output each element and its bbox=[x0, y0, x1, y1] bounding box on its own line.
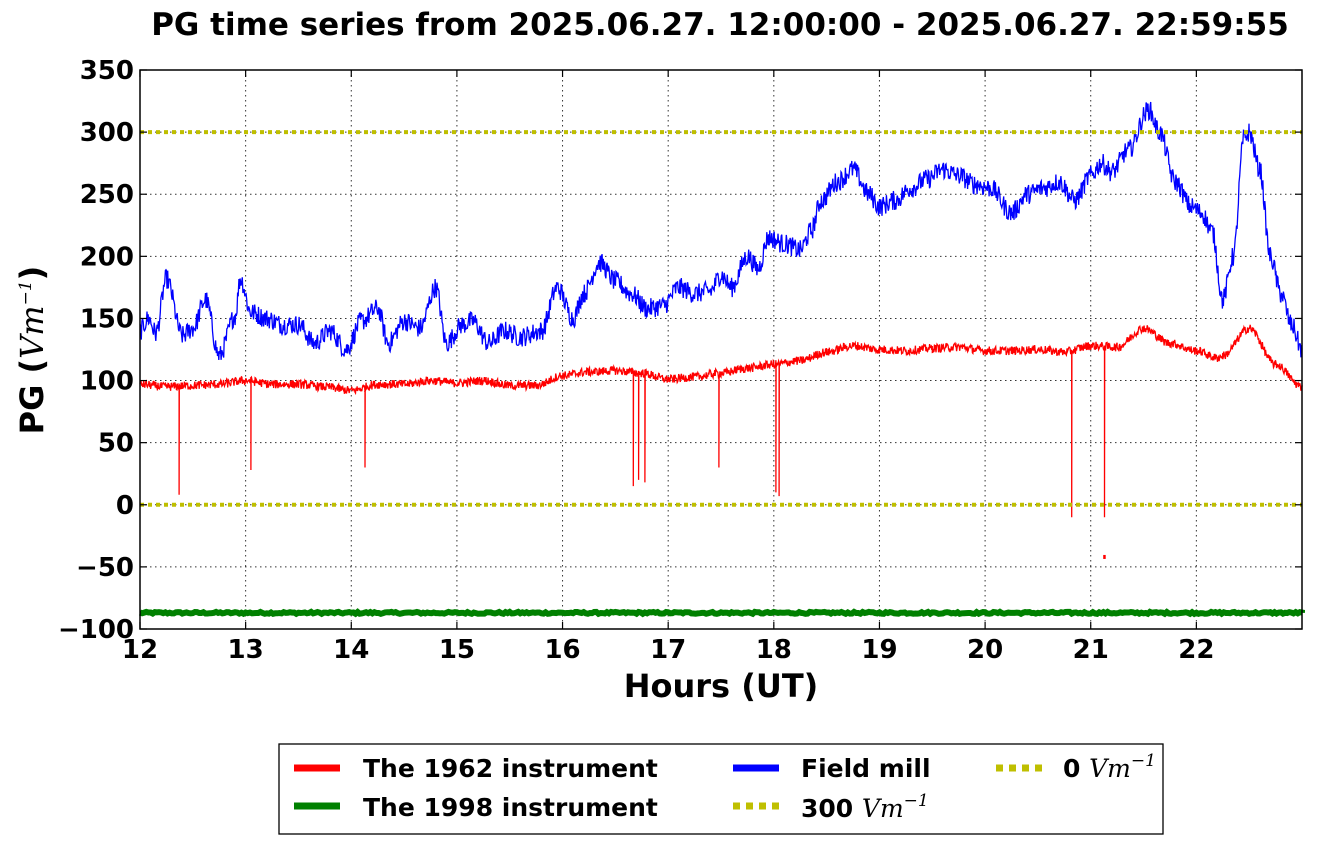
x-tick-label: 13 bbox=[228, 635, 264, 665]
x-tick-label: 14 bbox=[333, 635, 369, 665]
grid-lines bbox=[140, 70, 1302, 629]
legend-label-1998: The 1998 instrument bbox=[363, 793, 658, 822]
y-tick-label: 300 bbox=[80, 118, 134, 148]
x-tick-label: 16 bbox=[544, 635, 580, 665]
legend: The 1962 instrument The 1998 instrument … bbox=[278, 743, 1164, 835]
y-tick-label: 100 bbox=[80, 367, 134, 397]
legend-label-0: 0 Vm−1 bbox=[1063, 751, 1156, 783]
series-1962-instrument bbox=[139, 324, 1303, 518]
legend-label-field-mill: Field mill bbox=[801, 754, 931, 783]
series-layer bbox=[139, 101, 1305, 618]
y-axis-unit: Vm bbox=[13, 305, 51, 358]
plot-frame bbox=[139, 69, 1303, 630]
x-tick-label: 12 bbox=[122, 635, 158, 665]
y-tick-label: 50 bbox=[98, 429, 134, 459]
y-tick-label: 250 bbox=[80, 180, 134, 210]
x-tick-label: 15 bbox=[439, 635, 475, 665]
legend-label-1962: The 1962 instrument bbox=[363, 754, 658, 783]
chart-title: PG time series from 2025.06.27. 12:00:00… bbox=[151, 7, 1289, 43]
x-tick-label: 21 bbox=[1073, 635, 1109, 665]
x-tick-label: 19 bbox=[861, 635, 897, 665]
y-axis-label: PG (Vm−1) bbox=[13, 266, 51, 435]
y-tick-label: 350 bbox=[80, 56, 134, 86]
legend-label-300: 300 Vm−1 bbox=[801, 791, 929, 823]
axis-ticks: 12 13 14 15 16 17 18 19 20 21 22 −100 −50 0 50 100 150 20… bbox=[58, 56, 1302, 665]
series-1998-instrument bbox=[139, 608, 1305, 618]
x-axis-label: Hours (UT) bbox=[624, 667, 819, 705]
plot-area bbox=[140, 70, 1302, 629]
y-tick-label: −100 bbox=[58, 615, 134, 645]
y-tick-label: 200 bbox=[80, 242, 134, 272]
x-tick-label: 22 bbox=[1178, 635, 1214, 665]
y-tick-label: 0 bbox=[116, 491, 134, 521]
legend-box bbox=[278, 743, 1164, 835]
y-tick-label: 150 bbox=[80, 304, 134, 334]
x-tick-label: 17 bbox=[650, 635, 686, 665]
y-axis-unit-exp: −1 bbox=[16, 280, 36, 305]
x-tick-label: 20 bbox=[967, 635, 1003, 665]
series-field-mill bbox=[139, 101, 1303, 361]
y-tick-label: −50 bbox=[76, 553, 134, 583]
y-axis-label-text: PG bbox=[13, 385, 51, 435]
x-tick-label: 18 bbox=[756, 635, 792, 665]
